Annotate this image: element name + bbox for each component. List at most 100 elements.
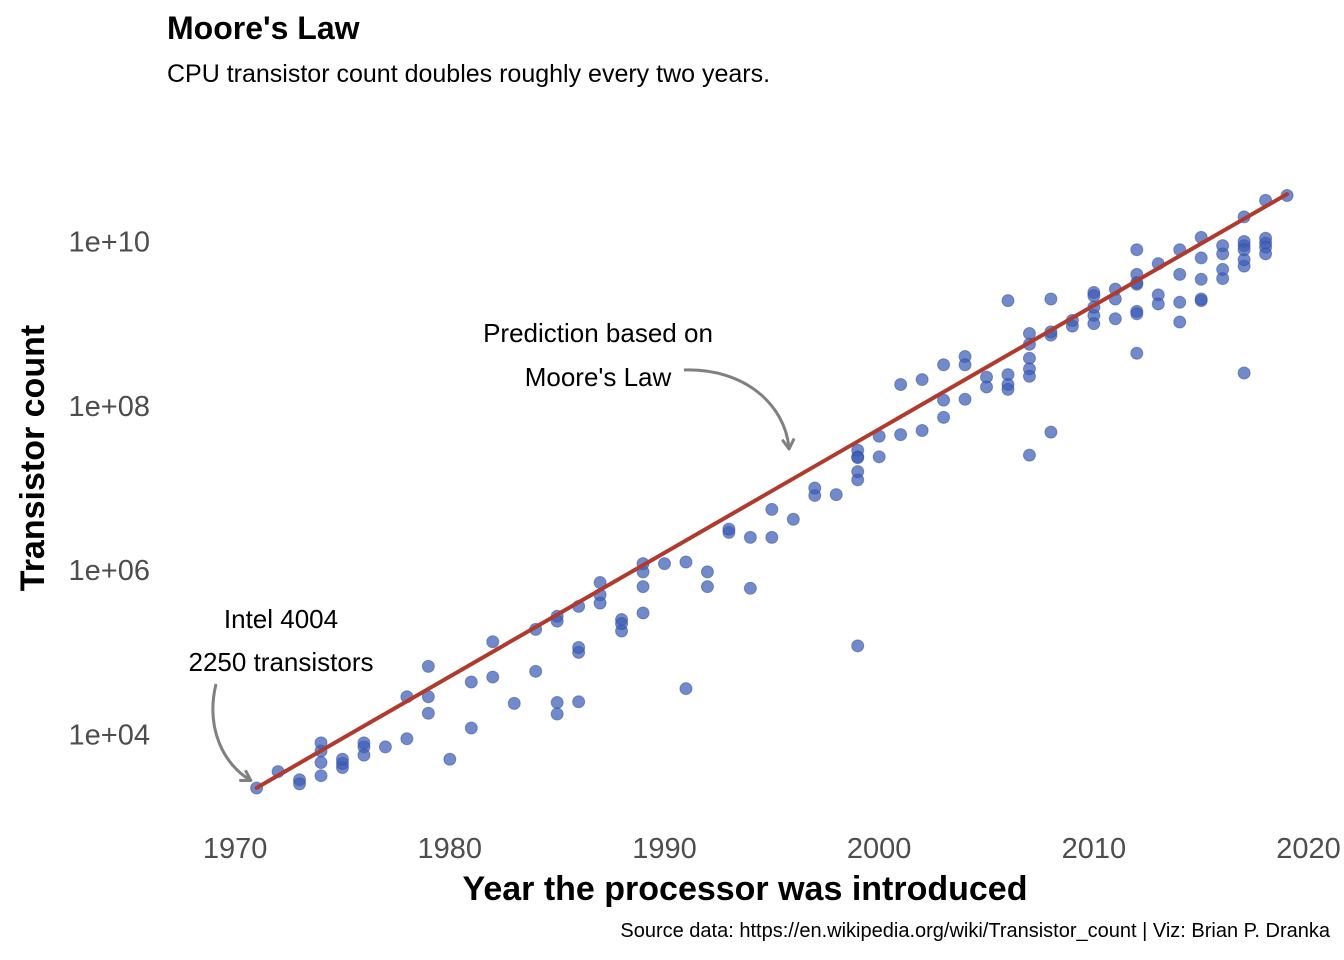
annotation-intel-4004-arrow <box>211 683 250 780</box>
data-point <box>293 777 307 791</box>
data-point <box>894 428 908 442</box>
data-point <box>1259 247 1273 261</box>
chart-subtitle: CPU transistor count doubles roughly eve… <box>167 60 771 88</box>
data-point <box>915 424 929 438</box>
data-point <box>314 769 328 783</box>
x-tick-label: 2010 <box>1062 833 1127 865</box>
data-point <box>765 502 779 516</box>
x-axis-title: Year the processor was introduced <box>463 870 1028 908</box>
data-point <box>1194 292 1208 306</box>
data-point <box>743 581 757 595</box>
data-point <box>657 557 671 571</box>
data-point <box>743 530 757 544</box>
data-point <box>1001 382 1015 396</box>
data-point <box>851 465 865 479</box>
data-point <box>679 555 693 569</box>
data-point <box>572 695 586 709</box>
data-point <box>851 451 865 465</box>
data-point <box>615 617 629 631</box>
data-point <box>808 481 822 495</box>
chart-title: Moore's Law <box>167 10 360 46</box>
data-point <box>915 373 929 387</box>
data-point <box>1237 366 1251 380</box>
x-tick-label: 1970 <box>203 833 268 865</box>
data-point <box>1087 317 1101 331</box>
data-point <box>722 522 736 536</box>
y-tick-label: 1e+10 <box>69 226 150 258</box>
data-point <box>1022 448 1036 462</box>
source-caption: Source data: https://en.wikipedia.org/wi… <box>620 920 1330 942</box>
data-point <box>1087 289 1101 303</box>
annotation-intel-4004-line1: Intel 4004 <box>224 604 338 634</box>
data-point <box>1130 243 1144 257</box>
annotation-prediction-line1: Prediction based on <box>483 318 713 348</box>
data-point <box>958 392 972 406</box>
data-point <box>464 721 478 735</box>
data-point <box>679 682 693 696</box>
data-point <box>1173 267 1187 281</box>
data-point <box>486 670 500 684</box>
data-point <box>636 606 650 620</box>
data-point <box>421 706 435 720</box>
data-point <box>593 596 607 610</box>
x-axis-ticks: 1970 1980 1990 2000 2010 2020 <box>203 833 1341 865</box>
data-point <box>851 639 865 653</box>
data-point <box>357 748 371 762</box>
data-point <box>1237 243 1251 257</box>
data-point <box>1044 425 1058 439</box>
data-point <box>958 358 972 372</box>
annotation-prediction-line2: Moore's Law <box>525 362 672 392</box>
data-point <box>443 752 457 766</box>
x-tick-label: 1980 <box>418 833 483 865</box>
data-point <box>1173 295 1187 309</box>
data-point <box>507 696 521 710</box>
data-point <box>400 732 414 746</box>
data-point <box>980 380 994 394</box>
data-point <box>1001 294 1015 308</box>
data-point <box>1044 292 1058 306</box>
data-point <box>786 512 800 526</box>
annotation-intel-4004-line2: 2250 transistors <box>189 647 374 677</box>
data-point <box>1108 312 1122 326</box>
y-tick-label: 1e+08 <box>69 391 150 423</box>
data-point <box>550 696 564 710</box>
data-point <box>335 752 349 766</box>
data-point <box>1173 315 1187 329</box>
data-point <box>872 450 886 464</box>
data-point <box>550 707 564 721</box>
moores-law-trend-line <box>254 192 1290 790</box>
data-point <box>937 410 951 424</box>
data-point <box>421 659 435 673</box>
data-point <box>1216 262 1230 276</box>
y-tick-label: 1e+04 <box>69 720 150 752</box>
data-point <box>1216 239 1230 253</box>
x-tick-label: 2000 <box>847 833 912 865</box>
data-point <box>829 488 843 502</box>
data-point <box>894 377 908 391</box>
data-point <box>1151 297 1165 311</box>
data-point <box>314 756 328 770</box>
data-point <box>1130 307 1144 321</box>
annotation-prediction-arrow <box>683 368 789 448</box>
data-point <box>486 635 500 649</box>
y-axis-ticks: 1e+04 1e+06 1e+08 1e+10 <box>69 226 150 751</box>
y-axis-title: Transistor count <box>14 325 52 591</box>
x-tick-label: 1990 <box>632 833 697 865</box>
data-point <box>1194 272 1208 286</box>
data-point <box>700 565 714 579</box>
annotations: Intel 4004 2250 transistors Prediction b… <box>189 318 789 780</box>
data-point <box>636 580 650 594</box>
data-point <box>1022 369 1036 383</box>
data-point <box>529 664 543 678</box>
data-point <box>572 640 586 654</box>
data-points <box>250 188 1294 795</box>
y-tick-label: 1e+06 <box>69 555 150 587</box>
x-tick-label: 2020 <box>1276 833 1341 865</box>
data-point <box>937 358 951 372</box>
data-point <box>765 530 779 544</box>
data-point <box>700 580 714 594</box>
data-point <box>378 740 392 754</box>
data-point <box>357 736 371 750</box>
data-point <box>1130 346 1144 360</box>
